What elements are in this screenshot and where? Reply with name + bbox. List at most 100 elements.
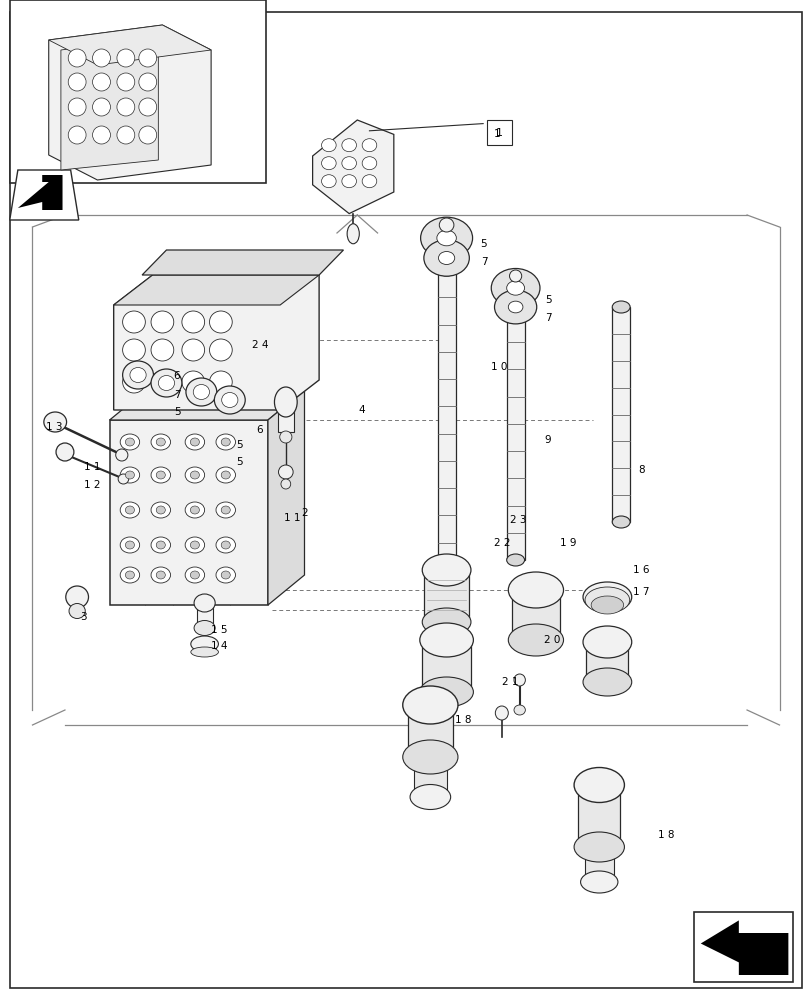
Ellipse shape [508,572,563,608]
Polygon shape [700,920,787,975]
Ellipse shape [573,832,624,862]
Polygon shape [49,25,211,180]
Text: 3: 3 [80,612,87,622]
Ellipse shape [274,387,297,417]
Ellipse shape [185,434,204,450]
Ellipse shape [139,98,157,116]
Ellipse shape [281,479,290,489]
Text: 1 2: 1 2 [84,480,100,490]
Ellipse shape [117,73,135,91]
Ellipse shape [92,98,110,116]
Ellipse shape [151,371,174,393]
Ellipse shape [68,49,86,67]
Ellipse shape [117,49,135,67]
Text: 7: 7 [544,313,551,323]
Text: 2 2: 2 2 [493,538,509,548]
Polygon shape [312,120,393,214]
Ellipse shape [68,98,86,116]
Ellipse shape [580,871,617,893]
Ellipse shape [437,264,455,276]
Ellipse shape [120,537,139,553]
Polygon shape [142,250,343,275]
Ellipse shape [122,339,145,361]
Ellipse shape [66,586,88,608]
Ellipse shape [156,438,165,446]
Text: 2 1: 2 1 [501,677,517,687]
Ellipse shape [491,268,539,308]
Bar [487,120,511,145]
Ellipse shape [508,301,522,313]
Ellipse shape [120,502,139,518]
Text: 2 3: 2 3 [509,515,526,525]
Ellipse shape [611,301,629,313]
Ellipse shape [158,375,174,390]
Polygon shape [18,175,62,210]
Text: 8: 8 [637,465,644,475]
Ellipse shape [611,516,629,528]
Ellipse shape [117,126,135,144]
Ellipse shape [190,541,200,549]
Ellipse shape [209,339,232,361]
Polygon shape [61,37,158,170]
Ellipse shape [125,571,135,579]
Ellipse shape [439,218,453,232]
Bar [506,315,524,560]
Text: 6: 6 [174,371,180,381]
Ellipse shape [151,434,170,450]
Ellipse shape [214,386,245,414]
Ellipse shape [156,541,165,549]
Text: 1 0: 1 0 [491,362,507,372]
Ellipse shape [216,537,235,553]
Ellipse shape [216,467,235,483]
Ellipse shape [185,537,204,553]
Text: 7: 7 [174,390,180,400]
Ellipse shape [341,157,356,170]
Ellipse shape [582,626,631,658]
Bar [422,638,470,690]
Ellipse shape [422,554,470,586]
Polygon shape [49,25,211,65]
Ellipse shape [120,567,139,583]
Bar [423,570,469,620]
Ellipse shape [216,434,235,450]
Ellipse shape [513,705,525,715]
Ellipse shape [120,467,139,483]
Polygon shape [109,390,304,420]
Text: 9: 9 [544,435,551,445]
Ellipse shape [118,474,128,484]
Ellipse shape [151,502,170,518]
Ellipse shape [92,49,110,67]
Ellipse shape [182,311,204,333]
Ellipse shape [190,438,200,446]
Ellipse shape [92,126,110,144]
Ellipse shape [44,412,67,432]
Text: 1 4: 1 4 [211,641,227,651]
Polygon shape [114,275,319,305]
Text: 1 6: 1 6 [633,565,649,575]
Ellipse shape [120,434,139,450]
Ellipse shape [582,668,631,696]
Bar [109,420,268,605]
Ellipse shape [156,571,165,579]
Polygon shape [268,390,304,605]
Ellipse shape [436,230,456,246]
Ellipse shape [190,506,200,514]
Ellipse shape [191,636,218,652]
Ellipse shape [185,567,204,583]
Text: 1 8: 1 8 [657,830,673,840]
Ellipse shape [221,471,230,479]
Ellipse shape [156,471,165,479]
Text: 2: 2 [301,508,307,518]
Ellipse shape [68,73,86,91]
Ellipse shape [194,620,215,636]
Text: 5: 5 [174,407,180,417]
Text: 1 9: 1 9 [560,538,576,548]
Ellipse shape [68,126,86,144]
Ellipse shape [122,361,153,389]
Ellipse shape [321,139,336,152]
Ellipse shape [437,564,455,576]
Text: 1 5: 1 5 [211,625,227,635]
Text: 1: 1 [496,128,502,138]
Ellipse shape [156,506,165,514]
Ellipse shape [341,139,356,152]
